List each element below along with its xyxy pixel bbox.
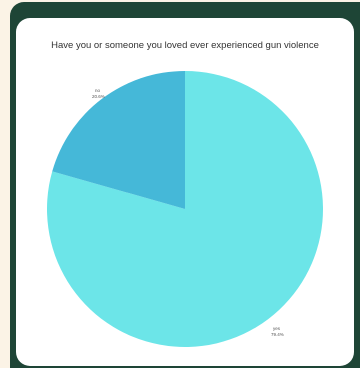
pie-chart: no 20.6% yes 79.4%: [46, 71, 324, 347]
slice-value-no: 20.6%: [92, 94, 105, 99]
pie-slice-no: [52, 71, 186, 209]
slice-label-no: no: [95, 88, 101, 93]
slice-label-yes: yes: [273, 326, 281, 331]
slice-value-yes: 79.4%: [271, 332, 284, 337]
chart-title: Have you or someone you loved ever exper…: [51, 40, 319, 51]
chart-card: Have you or someone you loved ever exper…: [16, 18, 354, 366]
pie-slice-yes: [46, 71, 324, 347]
